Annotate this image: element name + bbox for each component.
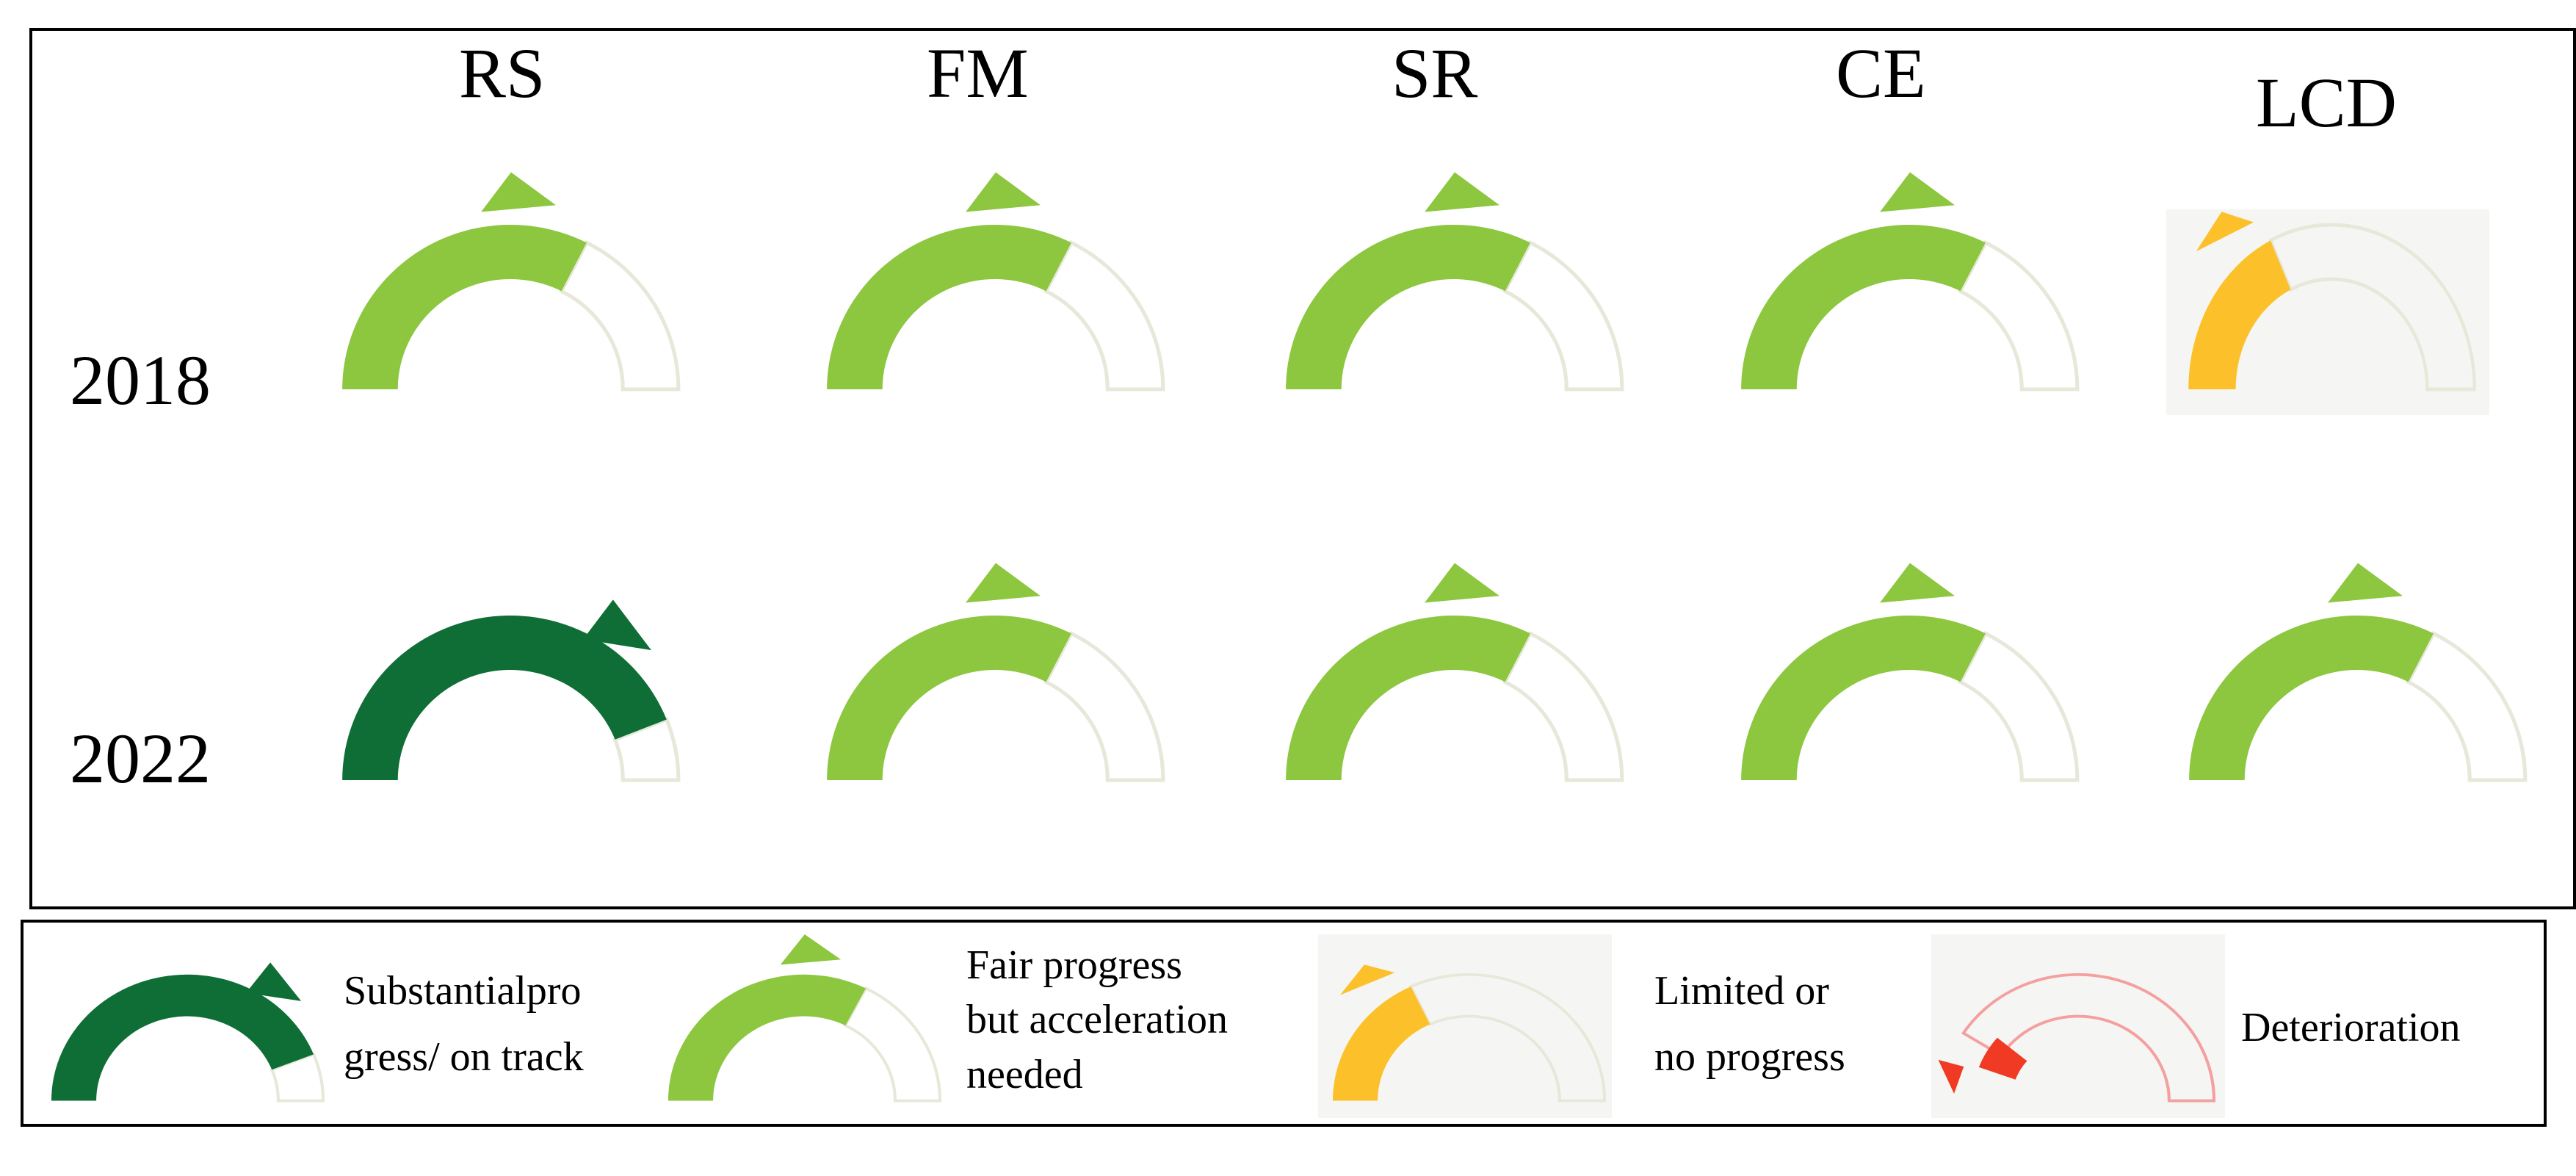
gauge-track [1958,240,2080,392]
gauge-fill [1286,225,1530,389]
gauge-rs-2022-svg [342,599,681,782]
column-header-fm: FM [927,34,1029,112]
legend-limited-label: Limited or no progress [1654,959,1845,1090]
gauge-sr-2018 [1281,172,1627,410]
column-header-sr: SR [1392,34,1478,112]
gauge-substantial-icon [48,948,327,1117]
gauge-track [1502,631,1624,782]
gauge-limited-icon [1329,948,1608,1117]
gauge-track [559,240,681,392]
legend-fair-label: Fair progress but acceleration needed [966,938,1228,1102]
gauge-fair-icon-svg [667,934,942,1103]
gauge-track [269,1052,325,1103]
gauge-fill [1978,1037,2027,1080]
gauge-track [1502,240,1624,392]
gauge-ce-2018-svg [1741,172,2080,392]
gauge-lcd-2022 [2185,563,2530,801]
legend-panel [21,920,2547,1127]
gauge-ce-2022-svg [1741,563,2080,782]
gauge-fill [667,974,866,1101]
gauge-deterioration-icon [1938,948,2218,1117]
gauge-fill [827,225,1071,389]
legend-fair-line-2: but acceleration [966,997,1229,1043]
gauge-fill [2189,616,2434,780]
gauge-sr-2022 [1281,563,1627,801]
row-label-2018: 2018 [70,341,211,419]
gauge-track [1408,973,1607,1103]
gauge-sr-2018-svg [1286,172,1624,392]
gauge-arrow [780,934,842,965]
gauge-lcd-2022-svg [2189,563,2528,782]
gauge-track [1043,240,1165,392]
legend-deterioration-tint-background [1931,934,2225,1118]
gauge-track [1961,973,2216,1103]
gauge-arrow [582,599,651,651]
gauge-deterioration-icon-svg [1938,973,2216,1103]
legend-substantial-line-1: Substantialpro [344,968,582,1014]
gauge-arrow [1425,563,1499,603]
gauge-lcd-2018-svg [2188,212,2476,392]
gauge-fill [1332,986,1430,1101]
gauge-fill [827,616,1071,780]
gauge-ce-2022 [1737,563,2082,801]
legend-fair-line-3: needed [966,1051,1083,1097]
row-label-2022: 2022 [70,719,211,798]
column-header-ce: CE [1836,34,1926,112]
gauge-arrow [2328,563,2403,603]
gauge-track [1958,631,2080,782]
gauge-fm-2018-svg [827,172,1165,392]
gauge-rs-2022 [338,580,683,801]
legend-substantial-line-2: gress/ on track [344,1033,584,1080]
gauge-fill [51,974,314,1101]
gauge-track [843,986,942,1103]
gauge-ce-2018 [1737,172,2082,410]
gauge-fill [342,615,667,780]
gauge-arrow [1880,172,1955,212]
gauge-fm-2022 [822,563,1168,801]
gauge-lcd-2018 [2185,190,2478,410]
main-panel [29,28,2576,909]
gauge-arrow [1880,563,1955,603]
gauge-fill [1286,616,1530,780]
gauge-fair-icon [665,934,944,1117]
gauge-arrow [966,172,1041,212]
gauge-rs-2018-svg [342,172,681,392]
gauge-arrow [966,563,1041,603]
gauge-fill [1741,225,1986,389]
legend-limited-line-1: Limited or [1654,968,1829,1014]
gauge-fm-2022-svg [827,563,1165,782]
gauge-arrow [1339,964,1395,995]
legend-deterioration-label: Deterioration [2241,995,2461,1061]
gauge-limited-icon-svg [1332,964,1607,1103]
gauge-fm-2018 [822,172,1168,410]
column-header-lcd: LCD [2256,63,2397,142]
gauge-fill [1741,616,1986,780]
gauge-track [1043,631,1165,782]
gauge-fill [2188,240,2291,389]
gauge-arrow [1938,1059,1964,1094]
gauge-arrow [481,172,556,212]
legend-substantial-label: Substantialpro gress/ on track [344,959,584,1090]
gauge-track [612,717,681,782]
gauge-track [2268,223,2476,392]
gauge-sr-2022-svg [1286,563,1624,782]
gauge-track [2406,631,2528,782]
column-header-rs: RS [459,34,546,112]
gauge-arrow [2196,212,2254,252]
legend-fair-line-1: Fair progress [966,942,1182,988]
gauge-substantial-icon-svg [51,962,325,1103]
gauge-fill [342,225,587,389]
gauge-arrow [1425,172,1499,212]
gauge-arrow [246,962,302,1001]
gauge-rs-2018 [338,172,683,410]
legend-limited-line-2: no progress [1654,1033,1845,1080]
legend-deterioration-line-1: Deterioration [2241,1005,2461,1050]
